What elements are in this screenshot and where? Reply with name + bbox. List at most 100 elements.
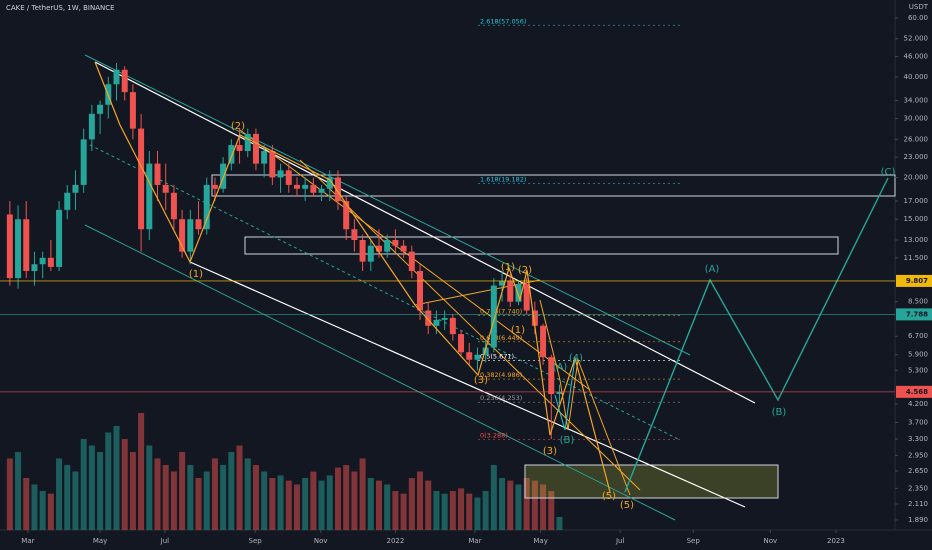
volume-bar xyxy=(458,488,465,530)
volume-bar xyxy=(515,484,522,530)
volume-bar xyxy=(121,439,128,530)
candle-body xyxy=(326,177,333,189)
volume-bar xyxy=(384,484,391,530)
wave-label: (C) xyxy=(881,167,896,178)
channel-line xyxy=(84,224,676,521)
volume-bar xyxy=(376,480,383,530)
target-zone xyxy=(524,464,779,499)
candle-body xyxy=(261,150,268,164)
fib-label: 0.236(4.253) xyxy=(480,394,522,402)
volume-bar xyxy=(146,445,153,530)
volume-bar xyxy=(359,458,366,530)
channel-mid xyxy=(89,144,681,441)
y-tick-label: 26.000 xyxy=(904,135,929,143)
wave-path xyxy=(539,299,631,496)
wave-label: (1) xyxy=(511,325,525,336)
candle-body xyxy=(433,319,440,326)
trend-line xyxy=(189,261,746,508)
fib-label: 0(3.288) xyxy=(480,432,508,440)
y-tick-label: 1.890 xyxy=(908,516,928,524)
candle-body xyxy=(88,113,95,140)
volume-bar xyxy=(334,467,341,530)
volume-bar xyxy=(392,491,399,530)
candle-body xyxy=(138,128,145,230)
volume-bar xyxy=(269,478,276,530)
x-tick-label: Mar xyxy=(21,537,34,545)
x-tick-label: Nov xyxy=(763,537,777,545)
candle-body xyxy=(121,69,128,93)
price-label: 9.807 xyxy=(906,277,928,285)
volume-bar xyxy=(507,480,514,530)
fib-label: 0.5(5.671) xyxy=(480,352,514,360)
volume-bar xyxy=(252,465,259,530)
candle-body xyxy=(187,219,194,252)
wave-label: (B) xyxy=(772,407,787,418)
volume-bar xyxy=(449,491,456,530)
y-tick-label: 40.000 xyxy=(904,73,929,81)
y-tick-label: 11.500 xyxy=(904,254,929,262)
volume-bar xyxy=(277,475,284,530)
y-tick-label: 2.350 xyxy=(908,484,928,492)
y-tick-label: 5.900 xyxy=(908,351,928,359)
y-tick-label: 60.00 xyxy=(908,14,928,22)
volume-bar xyxy=(425,480,432,530)
candle-body xyxy=(408,251,415,272)
volume-bar xyxy=(64,465,71,530)
wave-label: (5) xyxy=(620,500,634,511)
wave-label: (3) xyxy=(543,446,557,457)
candle-body xyxy=(523,284,530,311)
volume-bar xyxy=(466,493,473,530)
candle-body xyxy=(490,285,497,348)
candle-body xyxy=(170,192,177,220)
volume-bar xyxy=(482,491,489,530)
candle-body xyxy=(392,240,399,246)
y-tick-label: 20.000 xyxy=(904,173,929,181)
candle-body xyxy=(15,219,22,279)
candle-body xyxy=(531,310,538,326)
volume-bar xyxy=(23,478,30,530)
volume-bar xyxy=(326,475,333,530)
y-tick-label: 13.000 xyxy=(904,236,929,244)
candle-body xyxy=(244,133,251,151)
volume-bar xyxy=(47,493,54,530)
candle-body xyxy=(482,347,489,355)
volume-bar xyxy=(154,458,161,530)
volume-bar xyxy=(261,471,268,530)
volume-bar xyxy=(228,452,235,530)
wave-label: (1) xyxy=(501,262,515,273)
volume-bar xyxy=(523,478,530,530)
volume-bar xyxy=(408,478,415,530)
candle-body xyxy=(113,69,120,85)
candle-body xyxy=(211,184,218,189)
wave-label: (A) xyxy=(705,264,720,275)
candle-body xyxy=(269,150,276,178)
volume-bar xyxy=(162,465,169,530)
y-tick-label: 3.300 xyxy=(908,435,928,443)
volume-bar xyxy=(310,471,317,530)
volume-bar xyxy=(15,452,22,530)
volume-bar xyxy=(531,480,538,530)
trend-line xyxy=(239,129,591,391)
candle-body xyxy=(343,201,350,230)
channel-line xyxy=(84,54,691,356)
y-tick-label: 2.110 xyxy=(908,500,928,508)
volume-bar xyxy=(170,471,177,530)
axis-unit: USDT xyxy=(909,3,929,11)
volume-bar xyxy=(343,465,350,530)
fib-label: 2.618(57.056) xyxy=(480,17,526,25)
x-tick-label: Sep xyxy=(249,537,263,545)
candle-body xyxy=(39,257,46,265)
y-tick-label: 5.300 xyxy=(908,366,928,374)
candle-body xyxy=(458,334,465,353)
candle-body xyxy=(515,284,522,302)
volume-bar xyxy=(302,478,309,530)
volume-bar xyxy=(39,491,46,530)
candle-body xyxy=(556,391,563,395)
volume-bar xyxy=(179,452,186,530)
volume-bar xyxy=(433,491,440,530)
y-tick-label: 46.000 xyxy=(904,53,929,61)
y-tick-label: 6.700 xyxy=(908,332,928,340)
y-tick-label: 2.950 xyxy=(908,451,928,459)
wave-path xyxy=(554,357,576,431)
